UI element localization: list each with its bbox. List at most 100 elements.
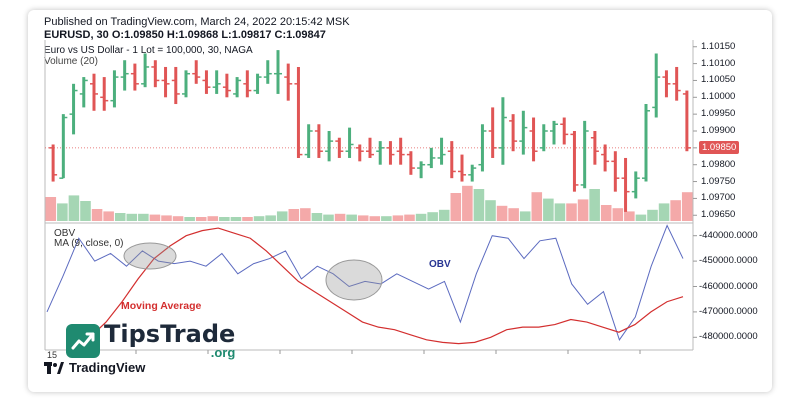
ohlc-bar (376, 141, 385, 165)
ohlc-bar (202, 70, 211, 94)
ohlc-bar (458, 154, 466, 182)
ohlc-bar (345, 127, 354, 158)
price-tick-label: 1.10150 (701, 40, 736, 52)
ohlc-bar (192, 60, 201, 84)
price-tick-label: 1.09750 (701, 175, 736, 187)
ma-panel-label: MA (9, close, 0) (54, 238, 124, 249)
ohlc-bar (498, 97, 507, 165)
ohlc-bar (120, 60, 129, 91)
ohlc-bar (580, 120, 589, 189)
volume-bar (207, 216, 219, 221)
volume-bar (138, 213, 149, 221)
volume-bar (357, 215, 369, 221)
ohlc-bar (437, 137, 446, 165)
ohlc-bar (642, 104, 650, 182)
obv-tick-label: -470000.0000 (699, 305, 758, 317)
ohlc-bar (243, 70, 252, 98)
price-tick-label: 1.10000 (701, 91, 736, 103)
ohlc-bar (519, 110, 528, 155)
moving-average-line (89, 227, 684, 345)
chart-frame (28, 10, 772, 392)
ohlc-bar (69, 83, 78, 135)
volume-bar (624, 211, 635, 221)
ohlc-bar (427, 147, 436, 169)
ohlc-bar (171, 66, 180, 105)
ohlc-bar (182, 70, 190, 98)
obv-annotation: OBV (429, 259, 451, 270)
obv-line (46, 224, 684, 341)
volume-bar (219, 217, 230, 221)
volume-bar (80, 201, 91, 221)
price-tick-label: 1.09950 (701, 108, 736, 120)
ohlc-bar (550, 120, 558, 145)
volume-bar (681, 192, 693, 221)
volume-bar (311, 213, 323, 221)
volume-bar (91, 209, 103, 221)
volume-bar (172, 216, 184, 221)
published-line: Published on TradingView.com, March 24, … (44, 16, 350, 28)
price-tick-label: 1.09700 (701, 192, 736, 204)
ohlc-bar (294, 66, 303, 158)
symbol-ohlc-line: EURUSD, 30 O:1.09850 H:1.09868 L:1.09817… (44, 29, 326, 41)
ohlc-bar (652, 53, 661, 118)
volume-bar (508, 208, 519, 221)
ohlc-bar (141, 53, 150, 88)
ohlc-bar (468, 164, 477, 182)
volume-bar (438, 209, 450, 221)
volume-bar (612, 208, 624, 221)
ohlc-bar (386, 141, 395, 165)
ohlc-bar (253, 73, 262, 94)
ohlc-bar (284, 63, 293, 101)
ohlc-bar (100, 77, 109, 111)
instrument-label: Euro vs US Dollar - 1 Lot = 100,000, 30,… (44, 45, 253, 56)
volume-bar (473, 189, 485, 221)
ohlc-bar (79, 77, 88, 108)
price-tick-label: 1.09800 (701, 158, 736, 170)
ohlc-bar (672, 66, 681, 101)
ohlc-bar (570, 131, 579, 192)
volume-bar (57, 203, 68, 221)
volume-bar (149, 214, 161, 221)
volume-bar (577, 199, 589, 221)
volume-bar (427, 212, 438, 221)
volume-bar (450, 193, 462, 221)
volume-bar (531, 192, 543, 221)
volume-bar (265, 215, 276, 221)
ohlc-bar (560, 117, 569, 145)
tradingview-logo: TradingView (44, 360, 145, 375)
volume-bar (230, 217, 242, 221)
volume-bar (161, 215, 172, 221)
volume-bar (346, 214, 357, 221)
volume-bar (126, 213, 138, 221)
volume-bar (45, 197, 57, 221)
volume-bar (334, 213, 346, 221)
volume-bar (276, 211, 288, 221)
ohlc-bar (151, 60, 160, 88)
ohlc-bar (335, 137, 344, 158)
ohlc-bar (212, 70, 221, 94)
ohlc-bar (304, 124, 313, 158)
volume-bar (195, 217, 207, 221)
ohlc-bar (529, 117, 538, 162)
ohlc-bar (274, 50, 282, 94)
price-tick-label: 1.10050 (701, 74, 736, 86)
obv-tick-label: -460000.0000 (699, 280, 758, 292)
volume-bar (404, 214, 415, 221)
volume-bar (485, 200, 496, 221)
ohlc-bar (355, 144, 364, 162)
trend-chart-icon (66, 323, 100, 358)
ohlc-bar (488, 107, 497, 158)
obv-tick-label: -440000.0000 (699, 229, 758, 241)
volume-bar (415, 213, 427, 221)
volume-bar (392, 215, 404, 221)
ohlc-bar (222, 73, 231, 98)
obv-tick-label: -450000.0000 (699, 255, 758, 267)
price-tick-label: 1.09650 (701, 209, 736, 221)
ohlc-bar (161, 66, 170, 98)
ohlc-bar (611, 151, 620, 192)
volume-bar (566, 203, 577, 221)
volume-label: Volume (20) (44, 56, 98, 67)
ohlc-bar (662, 70, 671, 98)
ohlc-bar (263, 60, 272, 84)
